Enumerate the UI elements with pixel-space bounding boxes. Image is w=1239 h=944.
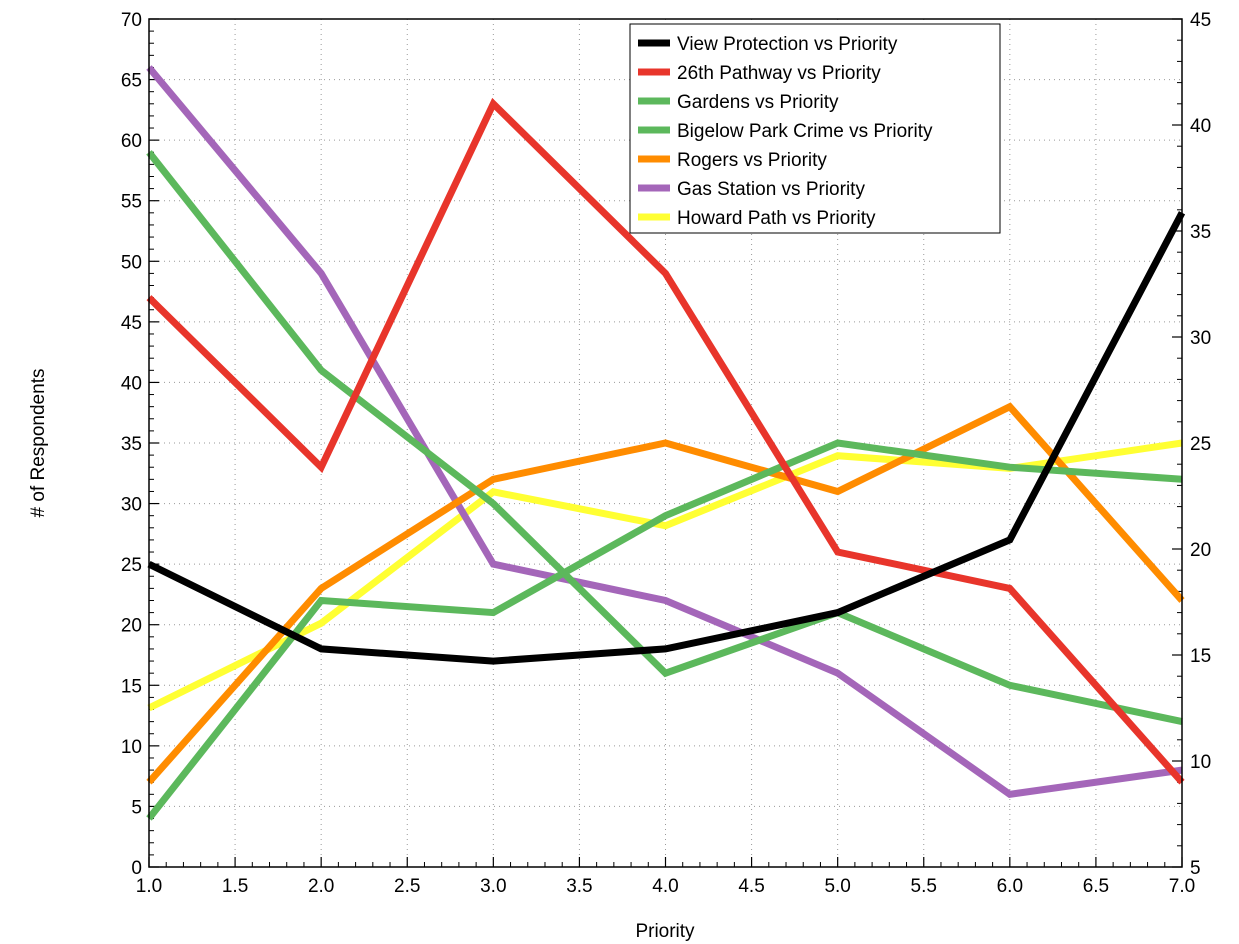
y-tick-label: 55 <box>121 192 142 213</box>
y-tick-label: 45 <box>121 313 142 334</box>
y-tick-label: 35 <box>121 434 142 455</box>
y2-tick-label: 5 <box>1190 858 1201 879</box>
x-tick-label: 4.0 <box>652 876 678 897</box>
legend-label: Gas Station vs Priority <box>677 179 865 200</box>
series-line-rogers-vs-priority <box>146 402 1185 785</box>
x-tick-label: 3.0 <box>480 876 506 897</box>
series-line-view-protection-vs-priority <box>147 211 1186 665</box>
tick-labels: 1.0 1.5 2.0 2.5 3.0 3.5 4.0 4.5 5.0 5.5 6.0 6.5 7.0 0… <box>121 10 1211 897</box>
y-tick-label: 70 <box>121 10 142 31</box>
legend-label: Bigelow Park Crime vs Priority <box>677 121 933 142</box>
x-tick-label: 2.5 <box>394 876 420 897</box>
x-tick-label: 6.5 <box>1083 876 1109 897</box>
series-line-gardens-vs-priority <box>146 150 1183 726</box>
y-tick-label: 0 <box>131 858 142 879</box>
legend-box <box>629 23 1001 234</box>
y-tick-label: 50 <box>121 252 142 273</box>
y-tick-label: 65 <box>121 71 142 92</box>
y-tick-label: 5 <box>131 797 142 818</box>
legend-label: Gardens vs Priority <box>677 92 839 113</box>
legend-label: Howard Path vs Priority <box>677 208 876 229</box>
x-tick-label: 3.5 <box>566 876 592 897</box>
legend-label: View Protection vs Priority <box>677 34 898 55</box>
y2-tick-label: 10 <box>1190 752 1211 773</box>
y-tick-label: 30 <box>121 495 142 516</box>
x-tick-label: 4.5 <box>738 876 764 897</box>
plot-frame <box>148 18 1183 868</box>
x-tick-label: 6.0 <box>997 876 1023 897</box>
series-line-howard-path-vs-priority <box>147 439 1183 712</box>
legend-label: Rogers vs Priority <box>677 150 827 171</box>
series-line-bigelow-park-crime-vs-priority <box>146 439 1183 821</box>
legend: View Protection vs Priority 26th Pathway … <box>629 23 1001 234</box>
y-tick-label: 10 <box>121 737 142 758</box>
y2-tick-label: 40 <box>1190 116 1211 137</box>
x-tick-label: 7.0 <box>1169 876 1195 897</box>
x-tick-label: 1.0 <box>136 876 162 897</box>
y2-tick-label: 20 <box>1190 540 1211 561</box>
y-tick-label: 20 <box>121 616 142 637</box>
y-tick-label: 40 <box>121 373 142 394</box>
series-layer <box>146 65 1186 821</box>
x-tick-label: 2.0 <box>308 876 334 897</box>
y-tick-label: 60 <box>121 131 142 152</box>
x-axis-title: Priority <box>635 921 695 942</box>
y-axis-title: # of Respondents <box>28 369 49 518</box>
y2-tick-label: 35 <box>1190 222 1211 243</box>
legend-label: 26th Pathway vs Priority <box>677 63 881 84</box>
x-tick-label: 5.0 <box>824 876 850 897</box>
x-tick-label: 5.5 <box>911 876 937 897</box>
series-line-gas-station-vs-priority <box>146 65 1183 798</box>
y2-tick-label: 25 <box>1190 434 1211 455</box>
y2-tick-label: 15 <box>1190 646 1211 667</box>
y-tick-label: 15 <box>121 676 142 697</box>
x-tick-label: 1.5 <box>222 876 248 897</box>
series-line-26th-pathway-vs-priority <box>146 97 1185 785</box>
y2-tick-label: 45 <box>1190 10 1211 31</box>
y2-tick-label: 30 <box>1190 328 1211 349</box>
y-tick-label: 25 <box>121 555 142 576</box>
